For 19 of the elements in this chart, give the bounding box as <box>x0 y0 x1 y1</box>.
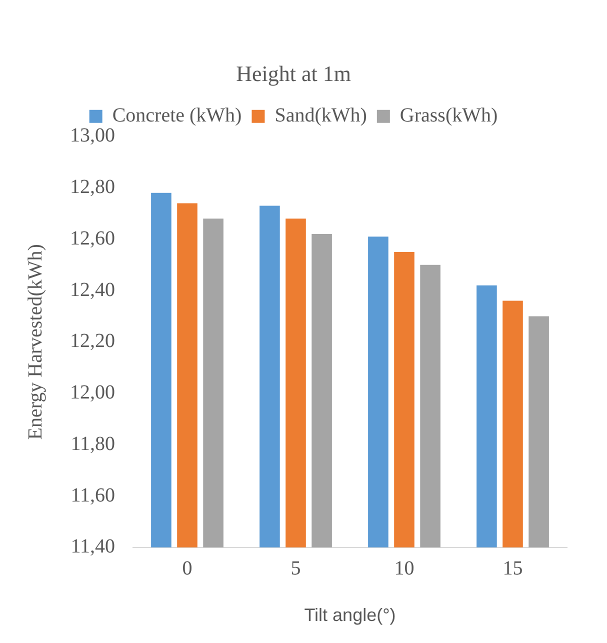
x-axis-title: Tilt angle(°) <box>304 605 396 626</box>
y-tick-label: 12,80 <box>70 176 115 198</box>
y-tick-label: 11,60 <box>70 484 115 506</box>
x-tick-label: 10 <box>394 558 414 580</box>
y-axis-title: Energy Harvested(kWh) <box>24 244 46 440</box>
y-tick-label: 12,20 <box>70 330 115 352</box>
x-tick-label: 15 <box>502 558 523 580</box>
y-tick-label: 11,40 <box>70 536 115 558</box>
y-tick-label: 11,80 <box>70 432 115 455</box>
y-tick-label: 12,00 <box>70 382 115 404</box>
y-tick-label: 12,60 <box>70 227 115 250</box>
y-tick-label: 12,40 <box>70 278 115 301</box>
x-tick-label: 0 <box>182 558 192 580</box>
y-tick-label: 13,00 <box>70 124 115 147</box>
legend-label: Concrete (kWh) <box>112 104 242 127</box>
legend-label: Grass(kWh) <box>400 104 498 127</box>
legend-label: Sand(kWh) <box>274 104 367 127</box>
chart-title: Height at 1m <box>236 60 351 86</box>
x-tick-label: 5 <box>290 558 301 580</box>
